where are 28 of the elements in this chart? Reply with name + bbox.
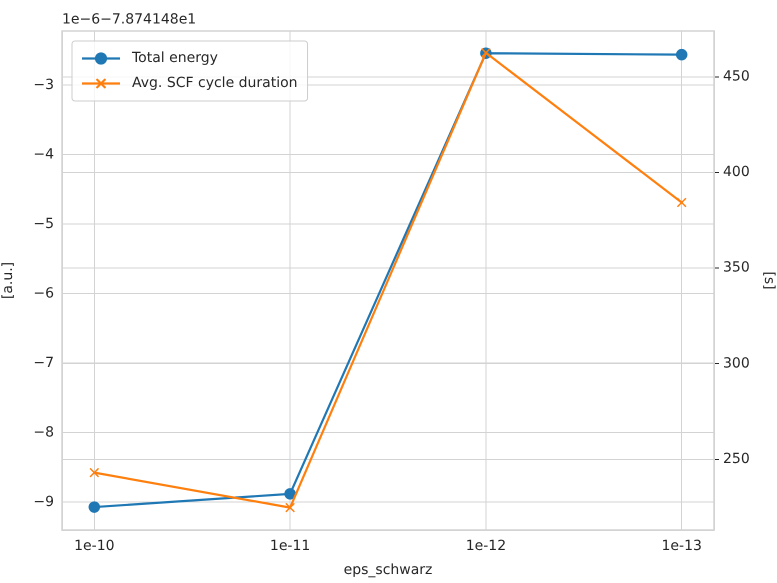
x-tick-label: 1e-11	[270, 538, 310, 554]
y-tick-label: −7	[33, 354, 54, 371]
x-tick-label: 1e-10	[74, 538, 114, 554]
y-tick-label: −9	[33, 494, 54, 510]
y-tick-label: −6	[33, 285, 54, 302]
y-tick-label: −4	[33, 146, 54, 162]
y2-tick-label: 400	[723, 164, 750, 180]
y-tick-label: −8	[33, 424, 54, 440]
y-tick-label: −5	[33, 216, 54, 232]
point	[676, 198, 687, 208]
x-tick-label: 1e-13	[662, 538, 702, 554]
y2-tick-label: 250	[723, 450, 750, 467]
point	[676, 48, 688, 60]
y2-tick-label: 450	[723, 68, 750, 85]
y2-tick-label: 300	[723, 355, 750, 372]
y-tick-label: −3	[33, 76, 54, 93]
point	[89, 468, 100, 478]
x-axis-title: eps_schwarz	[344, 562, 432, 578]
legend-label: Total energy	[131, 50, 218, 66]
point	[285, 502, 296, 513]
legend-label: Avg. SCF cycle duration	[132, 75, 298, 92]
x-tick-label: 1e-12	[466, 538, 506, 554]
point	[88, 501, 100, 513]
text: 1e−6−7.874148e1	[62, 12, 196, 28]
y2-tick-label: 350	[723, 260, 750, 276]
y2-axis-title: [s]	[760, 271, 777, 290]
point	[284, 488, 296, 500]
y-axis-title: [a.u.]	[0, 262, 16, 300]
